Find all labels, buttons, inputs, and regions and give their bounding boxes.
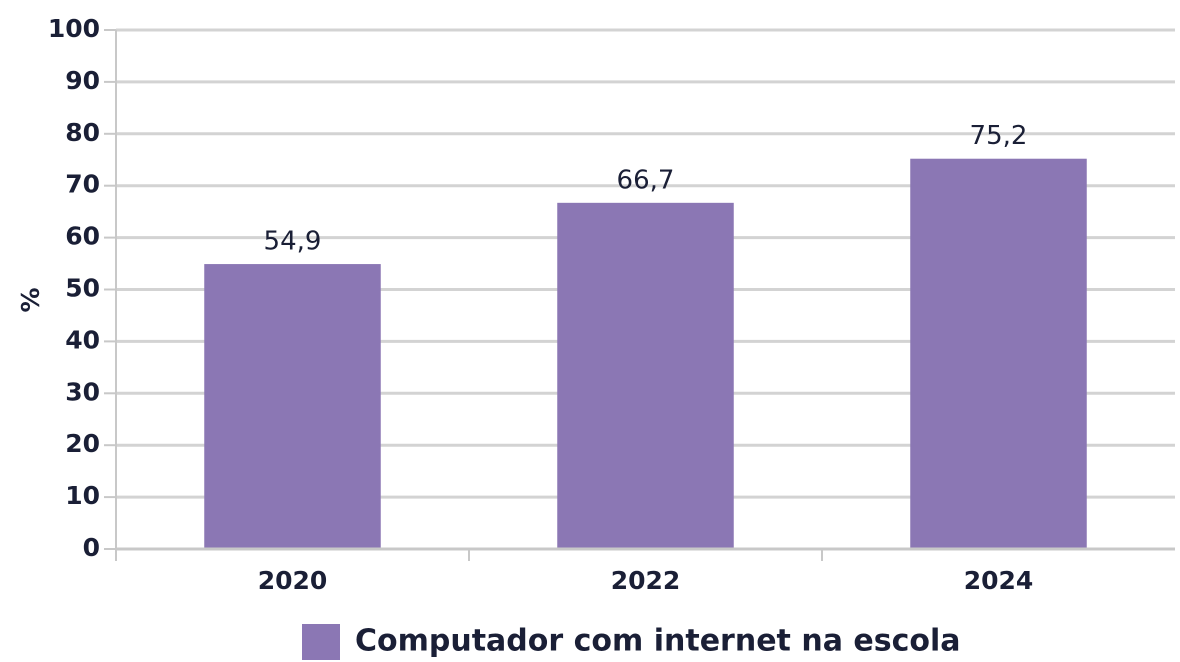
value-label: 54,9	[264, 227, 322, 257]
y-tick-label: 40	[65, 325, 100, 354]
y-tick-label: 10	[65, 481, 100, 510]
bar	[910, 158, 1087, 549]
y-tick-label: 0	[83, 533, 100, 562]
x-tick-label: 2020	[258, 566, 328, 595]
y-tick-label: 20	[65, 429, 100, 458]
y-axis-label: %	[16, 287, 45, 312]
value-label: 75,2	[970, 121, 1028, 151]
bar	[557, 202, 734, 549]
y-tick-label: 80	[65, 118, 100, 147]
value-label: 66,7	[617, 165, 675, 195]
x-tick-label: 2022	[611, 566, 681, 595]
legend-swatch	[302, 624, 340, 660]
y-tick-label: 100	[48, 14, 100, 43]
y-tick-label: 60	[65, 222, 100, 251]
y-tick-label: 70	[65, 170, 100, 199]
x-tick-label: 2024	[964, 566, 1034, 595]
bar	[204, 264, 381, 549]
y-tick-label: 50	[65, 274, 100, 303]
legend-label: Computador com internet na escola	[355, 624, 961, 659]
y-tick-label: 30	[65, 377, 100, 406]
y-tick-label: 90	[65, 66, 100, 95]
